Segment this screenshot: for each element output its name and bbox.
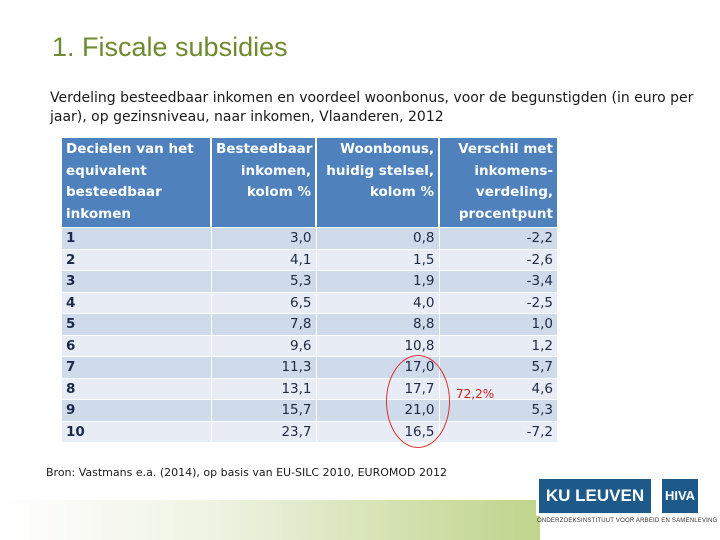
cell-bonus-pct: 0,8 xyxy=(316,227,440,249)
cell-decile: 8 xyxy=(62,377,212,400)
highlight-circle xyxy=(386,355,450,448)
cell-difference: 4,6 xyxy=(439,377,557,400)
cell-income-pct: 13,1 xyxy=(211,377,317,400)
table-row: 9 15,7 21,0 5,3 xyxy=(62,399,557,421)
cell-bonus-pct: 1,5 xyxy=(316,248,440,271)
cell-difference: -2,6 xyxy=(439,248,557,271)
cell-decile: 6 xyxy=(62,334,212,357)
cell-bonus-pct: 4,0 xyxy=(316,291,440,314)
cell-decile: 7 xyxy=(62,356,212,378)
highlight-annotation: 72,2% xyxy=(456,387,495,401)
table-row: 7 11,3 17,0 5,7 xyxy=(62,356,557,378)
table-body: 1 3,0 0,8 -2,2 2 4,1 1,5 -2,6 3 5,3 1,9 -3,4 4 6,5 4,0… xyxy=(62,227,557,442)
cell-decile: 1 xyxy=(62,227,212,249)
cell-income-pct: 15,7 xyxy=(211,399,317,421)
slide-title: 1. Fiscale subsidies xyxy=(52,32,288,62)
cell-decile: 3 xyxy=(62,270,212,292)
cell-income-pct: 6,5 xyxy=(211,291,317,314)
cell-bonus-pct: 1,9 xyxy=(316,270,440,292)
table-row: 10 23,7 16,5 -7,2 xyxy=(62,420,557,442)
cell-decile: 9 xyxy=(62,399,212,421)
cell-difference: 5,3 xyxy=(439,399,557,421)
cell-decile: 4 xyxy=(62,291,212,314)
hiva-logo: HIVA xyxy=(659,476,701,516)
cell-difference: 5,7 xyxy=(439,356,557,378)
cell-income-pct: 7,8 xyxy=(211,313,317,335)
header-difference: Verschil met inkomens-verdeling, procent… xyxy=(439,138,557,228)
header-housing-bonus: Woonbonus, huidig stelsel, kolom % xyxy=(316,138,440,228)
ku-leuven-logo: KU LEUVEN xyxy=(536,476,654,516)
source-note: Bron: Vastmans e.a. (2014), op basis van… xyxy=(46,466,447,479)
table-row: 3 5,3 1,9 -3,4 xyxy=(62,270,557,292)
cell-decile: 10 xyxy=(62,420,212,442)
table-caption: Verdeling besteedbaar inkomen en voordee… xyxy=(50,90,694,125)
cell-difference: -2,5 xyxy=(439,291,557,314)
table-row: 2 4,1 1,5 -2,6 xyxy=(62,248,557,271)
cell-income-pct: 3,0 xyxy=(211,227,317,249)
cell-income-pct: 9,6 xyxy=(211,334,317,357)
cell-difference: -7,2 xyxy=(439,420,557,442)
distribution-table: Decielen van het equivalent besteedbaar … xyxy=(62,138,557,442)
cell-income-pct: 11,3 xyxy=(211,356,317,378)
logo-caption: ONDERZOEKSINSTITUUT VOOR ARBEID EN SAMEN… xyxy=(537,518,718,524)
cell-income-pct: 5,3 xyxy=(211,270,317,292)
cell-difference: -2,2 xyxy=(439,227,557,249)
cell-difference: 1,0 xyxy=(439,313,557,335)
footer-band xyxy=(0,500,540,540)
cell-decile: 2 xyxy=(62,248,212,271)
cell-difference: 1,2 xyxy=(439,334,557,357)
header-deciles: Decielen van het equivalent besteedbaar … xyxy=(62,138,212,228)
table-header-row: Decielen van het equivalent besteedbaar … xyxy=(62,138,557,228)
cell-bonus-pct: 8,8 xyxy=(316,313,440,335)
table-row: 5 7,8 8,8 1,0 xyxy=(62,313,557,335)
table-row: 1 3,0 0,8 -2,2 xyxy=(62,227,557,249)
cell-decile: 5 xyxy=(62,313,212,335)
cell-difference: -3,4 xyxy=(439,270,557,292)
table-row: 4 6,5 4,0 -2,5 xyxy=(62,291,557,314)
cell-income-pct: 4,1 xyxy=(211,248,317,271)
header-disposable-income: Besteedbaar inkomen, kolom % xyxy=(211,138,317,228)
cell-bonus-pct: 10,8 xyxy=(316,334,440,357)
cell-income-pct: 23,7 xyxy=(211,420,317,442)
table-row: 6 9,6 10,8 1,2 xyxy=(62,334,557,357)
